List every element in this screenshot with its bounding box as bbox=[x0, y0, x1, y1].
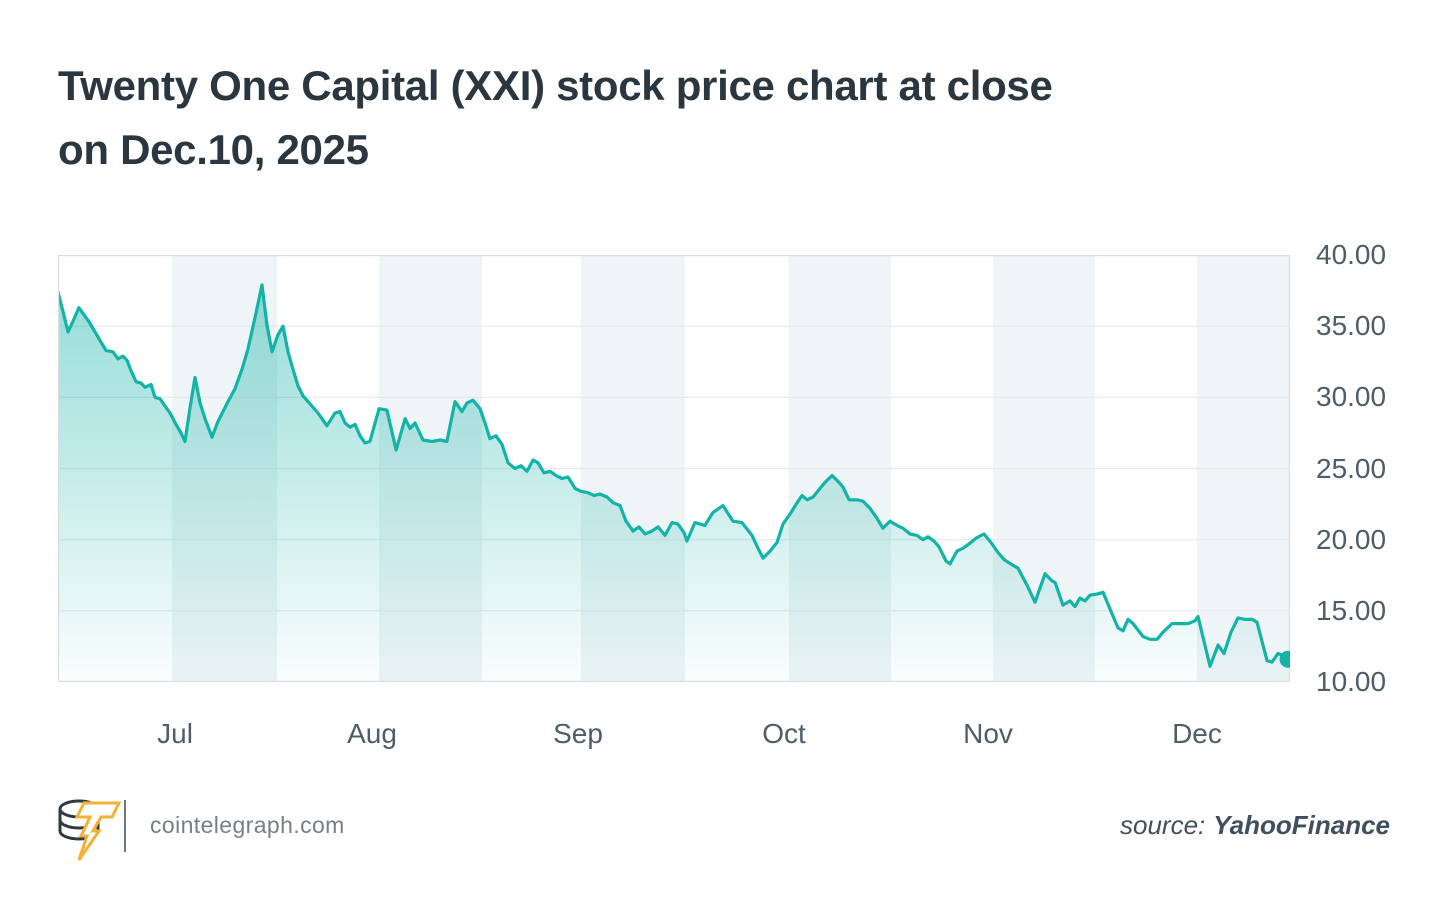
chart-title: Twenty One Capital (XXI) stock price cha… bbox=[58, 54, 1318, 182]
y-tick-label: 20.00 bbox=[1316, 523, 1387, 555]
footer: cointelegraph.com source: YahooFinance bbox=[0, 792, 1450, 872]
x-tick-label: Sep bbox=[553, 718, 603, 749]
brand-text: cointelegraph.com bbox=[150, 812, 345, 838]
price-area-fill bbox=[58, 284, 1288, 682]
x-tick-label: Jul bbox=[157, 718, 193, 749]
source-credit: source: YahooFinance bbox=[1120, 810, 1390, 841]
chart-title-line1: Twenty One Capital (XXI) stock price cha… bbox=[58, 62, 1053, 109]
cointelegraph-logo-icon bbox=[58, 799, 122, 861]
y-tick-label: 25.00 bbox=[1316, 452, 1387, 484]
x-axis: Jul Aug Sep Oct Nov Dec bbox=[58, 712, 1290, 754]
price-line bbox=[58, 283, 1290, 668]
y-tick-label: 40.00 bbox=[1316, 239, 1387, 270]
y-tick-label: 10.00 bbox=[1316, 666, 1387, 697]
y-tick-label: 35.00 bbox=[1316, 310, 1387, 342]
x-tick-label: Nov bbox=[963, 718, 1013, 749]
y-tick-label: 15.00 bbox=[1316, 594, 1387, 626]
x-tick-label: Oct bbox=[762, 718, 806, 749]
price-chart-plot-area bbox=[58, 255, 1290, 682]
x-tick-label: Dec bbox=[1172, 718, 1222, 749]
source-value: YahooFinance bbox=[1213, 810, 1390, 840]
y-axis: 40.00 35.00 30.00 25.00 20.00 15.00 10.00 bbox=[1316, 239, 1426, 697]
source-label: source: bbox=[1120, 810, 1206, 840]
lightning-t-icon bbox=[74, 801, 122, 861]
y-tick-label: 30.00 bbox=[1316, 381, 1387, 413]
x-tick-label: Aug bbox=[347, 718, 397, 749]
footer-divider bbox=[124, 800, 126, 852]
price-line-chart bbox=[58, 255, 1290, 682]
plot-border bbox=[58, 255, 1290, 682]
chart-title-line2: on Dec.10, 2025 bbox=[58, 126, 369, 173]
last-close-marker bbox=[1279, 650, 1290, 668]
